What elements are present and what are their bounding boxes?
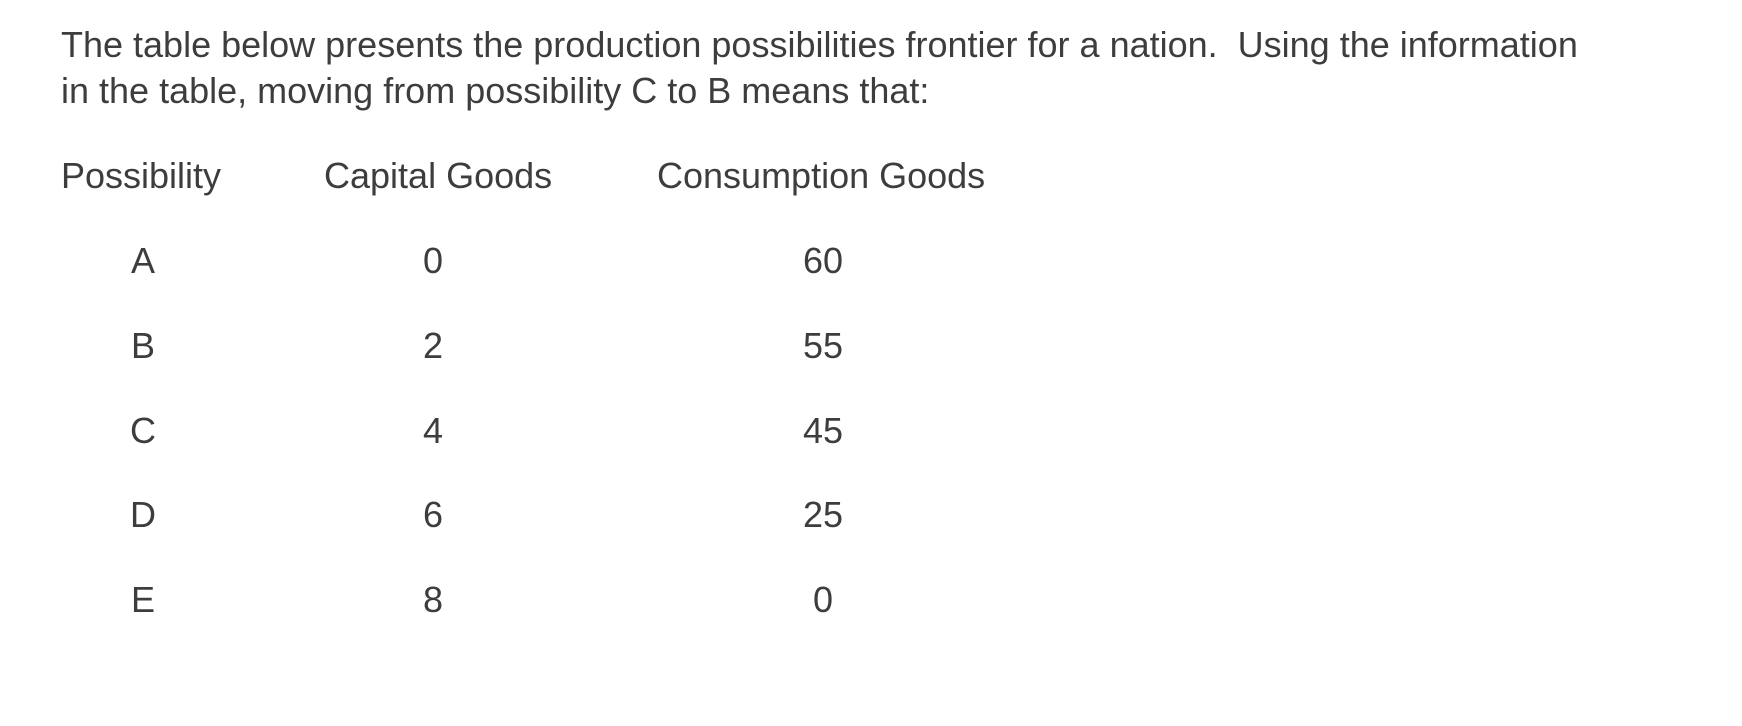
table-cell: 4 (422, 409, 444, 451)
table-cell: 25 (802, 494, 844, 536)
column-header: Possibility (61, 155, 222, 196)
column-header: Capital Goods (324, 155, 553, 196)
table-cell: 0 (812, 579, 834, 621)
table-cell: D (130, 494, 156, 536)
table-cell: 45 (802, 409, 844, 451)
table-cell: A (130, 240, 156, 281)
table-cell: B (130, 324, 156, 366)
table-cell: 2 (422, 324, 444, 366)
question: The table below presents the production … (61, 24, 1588, 111)
table-cell: 6 (422, 494, 444, 536)
table-cell: 55 (802, 324, 844, 366)
table-cell: E (130, 579, 156, 621)
table-cell: 8 (422, 579, 444, 621)
column-header: Consumption Goods (657, 155, 986, 196)
table-cell: 60 (802, 240, 844, 281)
table-cell: 0 (422, 240, 444, 281)
table-cell: C (130, 409, 156, 451)
